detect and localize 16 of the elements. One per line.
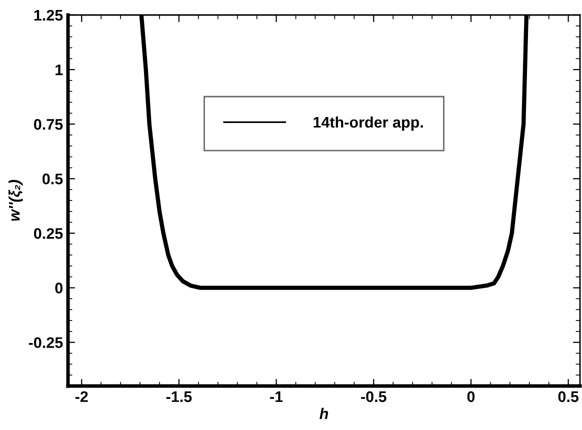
- y-tick-label: 1: [56, 64, 63, 76]
- legend-label: 14th-order app.: [314, 116, 423, 131]
- y-tick-label: 0: [55, 282, 63, 294]
- y-tick-label: 0.75: [34, 118, 63, 130]
- x-tick-label: -2: [75, 391, 88, 402]
- x-tick-label: -0.5: [361, 391, 386, 402]
- y-tick-label: 0.25: [34, 228, 63, 239]
- x-tick-label: -1: [270, 391, 283, 402]
- y-tick-label: -0.25: [28, 337, 63, 348]
- x-tick-label: 0.5: [558, 391, 579, 402]
- y-axis-title: w''(ξ₂): [8, 180, 23, 221]
- x-axis-title: h: [320, 408, 328, 419]
- x-tick-label: -1.5: [166, 391, 192, 402]
- x-tick-label: 0: [467, 391, 475, 402]
- y-tick-label: 1.25: [34, 10, 63, 21]
- y-tick-label: 0.5: [42, 174, 63, 184]
